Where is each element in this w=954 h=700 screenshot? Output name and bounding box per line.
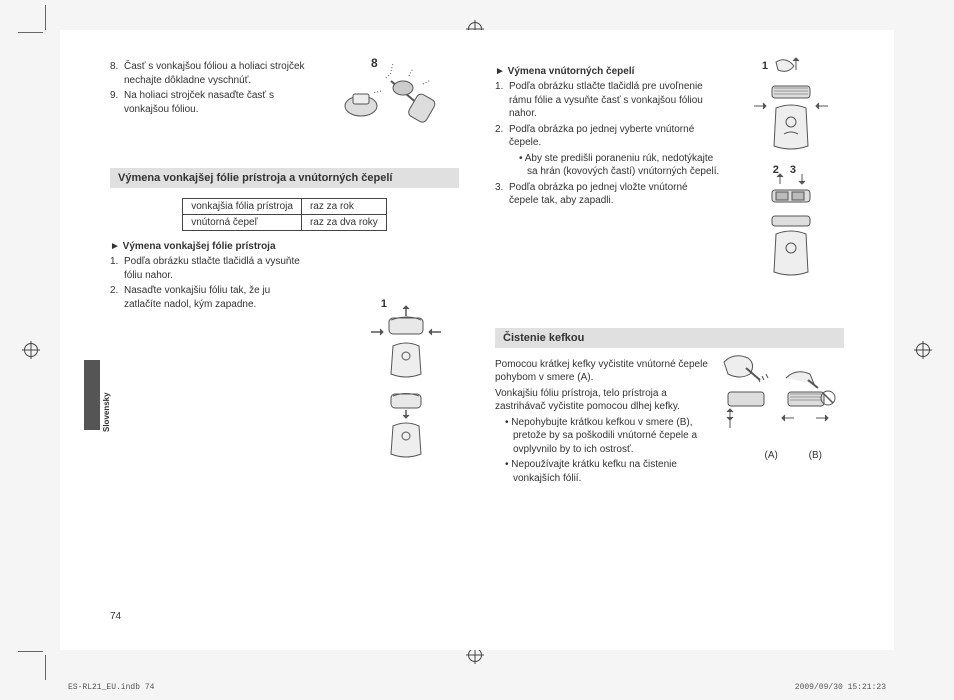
paragraph: Pomocou krátkej kefky vyčistite vnútorné… xyxy=(495,358,711,385)
brush-text: Pomocou krátkej kefky vyčistite vnútorné… xyxy=(495,358,711,486)
table-row: vnútorná čepeľ raz za dva roky xyxy=(183,215,387,231)
figure-8: 8 xyxy=(331,56,451,139)
replacement-table: vonkajšia fólia prístroja raz za rok vnú… xyxy=(182,198,387,231)
brush-labels: (A) (B) xyxy=(765,450,822,461)
page-number: 74 xyxy=(110,611,121,622)
list-item: 9.Na holiaci strojček nasaďte časť s von… xyxy=(110,89,305,116)
shaver-drying-icon xyxy=(331,56,451,136)
right-column: ► Výmena vnútorných čepelí 1.Podľa obráz… xyxy=(495,60,844,600)
list-item: 2.Podľa obrázka po jednej vyberte vnútor… xyxy=(495,123,711,150)
footer-timestamp: 2009/09/30 15:21:23 xyxy=(795,683,886,692)
figure-8-label: 8 xyxy=(371,56,378,70)
manual-page: Slovensky 8.Časť s vonkajšou fóliou a ho… xyxy=(60,30,894,650)
list-item: 1.Podľa obrázku stlačte tlačidlá pre uvo… xyxy=(495,80,711,121)
inner-blade-steps: 1.Podľa obrázku stlačte tlačidlá pre uvo… xyxy=(495,80,711,150)
list-item: 2.Nasaďte vonkajšiu fóliu tak, že ju zat… xyxy=(110,284,305,311)
figure-inner-remove xyxy=(746,56,836,156)
language-tab-label: Slovensky xyxy=(102,392,111,432)
table-cell: vnútorná čepeľ xyxy=(183,215,302,231)
table-cell: raz za dva roky xyxy=(301,215,386,231)
table-cell: vonkajšia fólia prístroja xyxy=(183,199,302,215)
paragraph: Vonkajšiu fóliu prístroja, telo prístroj… xyxy=(495,387,711,414)
warning-note: • Aby ste predišli poraneniu rúk, nedotý… xyxy=(509,152,725,179)
table-row: vonkajšia fólia prístroja raz za rok xyxy=(183,199,387,215)
figure-inner-insert xyxy=(746,172,836,282)
inner-blade-steps-cont: 3.Podľa obrázka po jednej vložte vnútorn… xyxy=(495,181,711,208)
content-columns: Slovensky 8.Časť s vonkajšou fóliou a ho… xyxy=(110,60,844,600)
top-list: 8.Časť s vonkajšou fóliou a holiaci stro… xyxy=(110,60,305,116)
list-item: 1.Podľa obrázku stlačte tlačidlá a vysuň… xyxy=(110,255,305,282)
subhead-outer-foil: ► Výmena vonkajšej fólie prístroja xyxy=(110,241,459,252)
section-replacement: Výmena vonkajšej fólie prístroja a vnúto… xyxy=(110,168,459,188)
list-item: 3.Podľa obrázka po jednej vložte vnútorn… xyxy=(495,181,711,208)
footer-file: ES-RL21_EU.indb 74 xyxy=(68,683,154,692)
bullet: • Nepoužívajte krátku kefku na čistenie … xyxy=(495,458,711,485)
language-tab-bar xyxy=(84,360,100,430)
bullet: • Nepohybujte krátkou kefkou v smere (B)… xyxy=(495,416,711,457)
figure-foil-replace xyxy=(361,304,451,464)
figure-brush-cleaning xyxy=(716,350,836,450)
section-brush: Čistenie kefkou xyxy=(495,328,844,348)
foil-steps: 1.Podľa obrázku stlačte tlačidlá a vysuň… xyxy=(110,255,305,311)
table-cell: raz za rok xyxy=(301,199,386,215)
list-item: 8.Časť s vonkajšou fóliou a holiaci stro… xyxy=(110,60,305,87)
label-a: (A) xyxy=(765,450,778,461)
left-column: Slovensky 8.Časť s vonkajšou fóliou a ho… xyxy=(110,60,459,600)
label-b: (B) xyxy=(809,450,822,461)
